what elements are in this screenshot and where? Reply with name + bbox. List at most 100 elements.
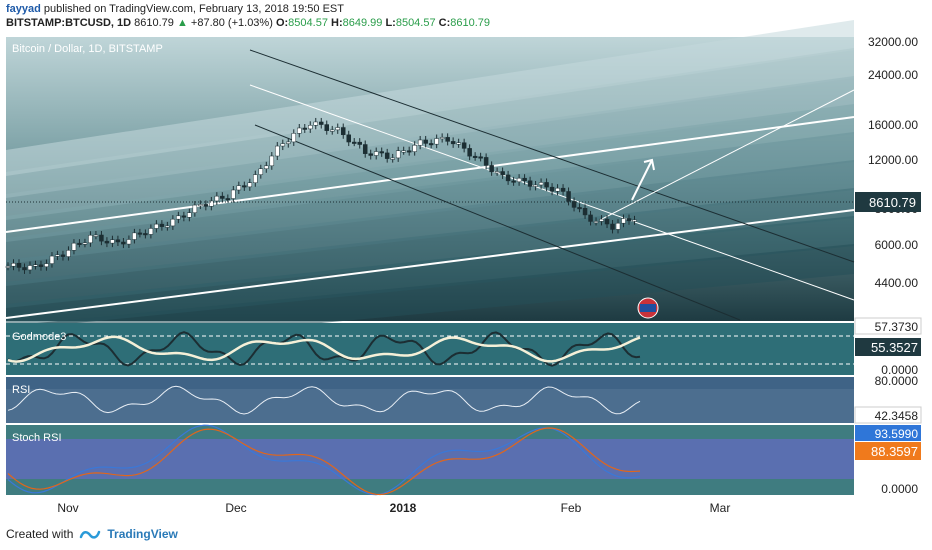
stoch-k-line <box>7 424 641 496</box>
candle-body <box>187 212 192 218</box>
flag-icon[interactable] <box>637 297 659 319</box>
fan-band <box>6 48 854 198</box>
candle-body <box>351 141 357 144</box>
godmode-pane[interactable]: Godmode3 <box>6 323 854 375</box>
candle-body <box>566 191 571 202</box>
candle-body <box>71 242 77 251</box>
stoch-k-tag <box>855 425 921 441</box>
candle-body <box>11 262 16 267</box>
candle-body <box>577 207 582 210</box>
time-label-feb: Feb <box>561 501 582 515</box>
candle-body <box>505 174 511 182</box>
candle-body <box>137 232 143 235</box>
candle-body <box>500 171 505 176</box>
candle-body <box>165 225 170 228</box>
candle-body <box>231 189 236 199</box>
candle-body <box>88 234 93 244</box>
price-label-16000: 16000.00 <box>868 118 918 132</box>
candle-body <box>236 185 242 191</box>
footer: Created with TradingView <box>6 527 178 541</box>
trend-line <box>599 89 855 221</box>
candle-body <box>286 141 291 144</box>
time-axis-background <box>6 496 854 520</box>
candle-body <box>582 207 588 216</box>
candle-body <box>302 127 308 130</box>
candle-body <box>615 222 621 230</box>
candle-body <box>99 234 104 242</box>
candle-body <box>417 139 423 146</box>
candle-body <box>324 124 329 131</box>
candle-body <box>44 263 49 267</box>
change-text: +87.80 (+1.03%) <box>190 17 273 29</box>
last-price-tag <box>855 192 921 212</box>
candle-body <box>22 267 27 271</box>
candle-body <box>264 165 269 170</box>
fan-band <box>6 104 854 242</box>
close-value: 8610.79 <box>450 17 491 29</box>
candle-body <box>313 121 319 126</box>
candle-body <box>555 187 560 192</box>
candle-body <box>297 127 302 134</box>
candle-body <box>308 125 313 130</box>
last-price-header: 8610.79 <box>134 17 174 29</box>
candle-body <box>406 150 412 153</box>
low-label: L: <box>385 17 396 29</box>
godmode-tag-upper <box>854 317 922 335</box>
candle-body <box>115 239 121 243</box>
stoch-d-line <box>7 427 641 496</box>
high-value: 8649.99 <box>342 17 383 29</box>
godmode-value-zero: 0.0000 <box>881 363 918 377</box>
candle-body <box>66 250 71 257</box>
candle-body <box>450 141 456 145</box>
price-axis[interactable]: 32000.00 24000.00 16000.00 12000.00 8000… <box>854 35 932 496</box>
projection-arrow <box>631 158 655 201</box>
trend-line <box>254 124 741 321</box>
fan-band <box>6 20 854 176</box>
godmode-value-current: 55.3527 <box>871 340 918 355</box>
candle-body <box>319 121 324 125</box>
candle-body <box>428 143 434 146</box>
candle-body <box>214 195 220 202</box>
rsi-line <box>7 385 641 415</box>
candle-body <box>461 142 467 149</box>
candle-body <box>148 228 154 235</box>
candle-body <box>599 218 604 222</box>
candle-body <box>220 195 225 199</box>
stoch-k-value: 93.5990 <box>875 427 919 441</box>
candle-body <box>104 240 110 244</box>
candle-body <box>335 127 340 131</box>
chart-canvas[interactable]: Bitcoin / Dollar, 1D, BITSTAMP Godmode3 … <box>0 0 932 522</box>
godmode-label: Godmode3 <box>12 331 66 343</box>
price-label-6000: 6000.00 <box>875 238 919 252</box>
candle-body <box>511 180 516 183</box>
candle-body <box>533 184 538 187</box>
header-line-1: fayyad published on TradingView.com, Feb… <box>6 3 344 15</box>
candle-body <box>560 187 566 192</box>
candle-body <box>192 204 198 213</box>
candle-body <box>610 223 615 230</box>
candle-body <box>489 165 494 173</box>
time-axis[interactable]: Nov Dec 2018 Feb Mar <box>6 496 854 520</box>
chart-title: Bitcoin / Dollar, 1D, BITSTAMP <box>12 43 163 55</box>
candle-body <box>362 144 368 154</box>
fan-band <box>6 76 854 220</box>
candle-body <box>159 223 165 227</box>
price-label-24000: 24000.00 <box>868 68 918 82</box>
candle-body <box>170 218 176 227</box>
candle-body <box>269 155 275 167</box>
rsi-pane[interactable]: RSI <box>6 377 854 423</box>
candle-body <box>82 242 88 245</box>
created-with-text: Created with <box>6 527 74 541</box>
high-label: H: <box>331 17 343 29</box>
candle-body <box>434 138 439 145</box>
author-name[interactable]: fayyad <box>6 3 41 15</box>
godmode-fast-line <box>7 331 641 367</box>
candle-body <box>280 143 286 147</box>
main-price-pane[interactable]: Bitcoin / Dollar, 1D, BITSTAMP <box>5 20 855 352</box>
candle-body <box>467 148 472 157</box>
candle-body <box>275 145 280 157</box>
tradingview-brand[interactable]: TradingView <box>107 527 178 541</box>
rsi-tag <box>854 406 922 424</box>
candle-body <box>494 171 500 174</box>
stoch-rsi-pane[interactable]: Stoch RSI <box>6 424 854 496</box>
